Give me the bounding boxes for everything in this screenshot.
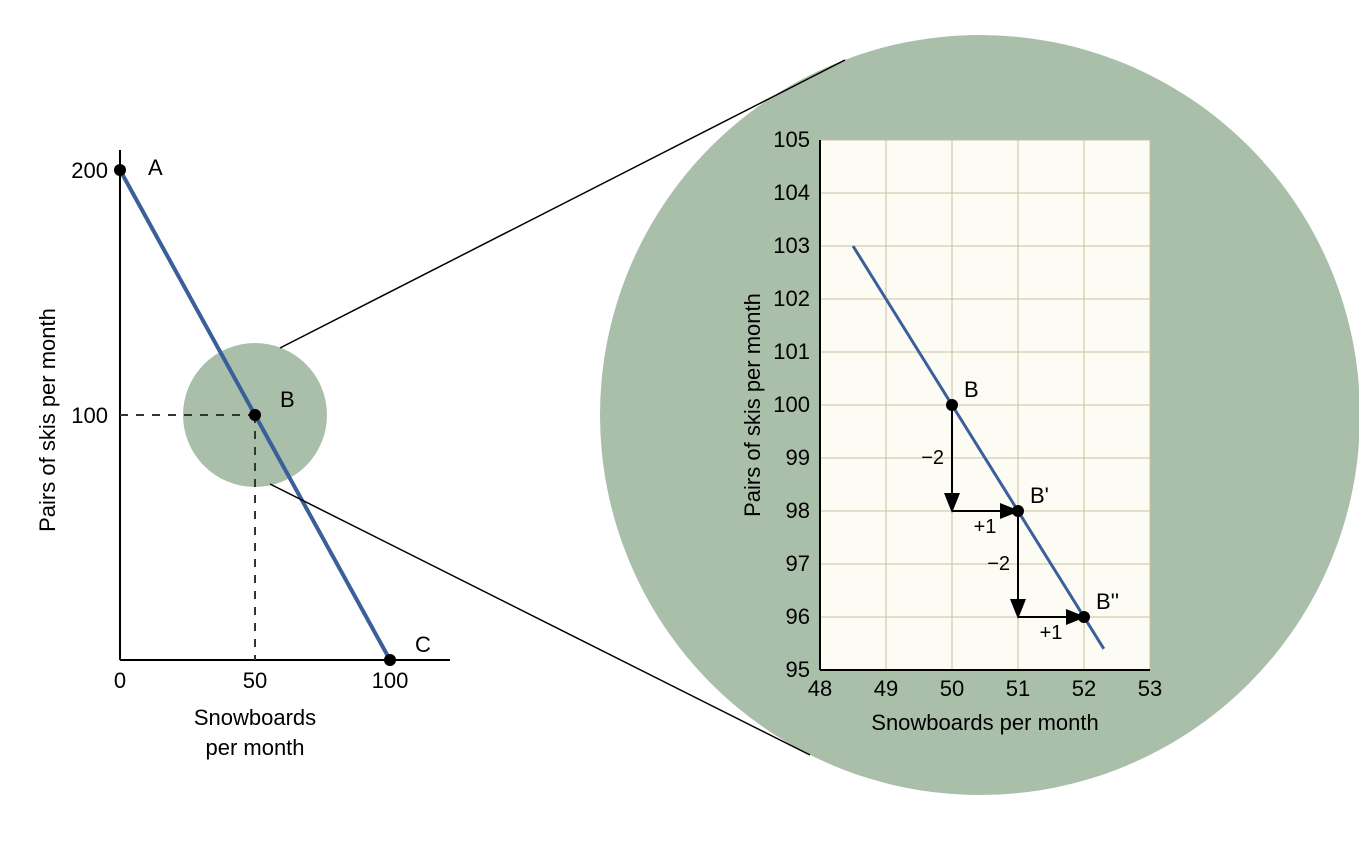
right-ytick-101: 101 — [773, 339, 810, 364]
left-ytick-100: 100 — [71, 403, 108, 428]
right-ytick-103: 103 — [773, 233, 810, 258]
left-xtick-100: 100 — [372, 668, 409, 693]
step-dx-label-0: +1 — [974, 516, 997, 538]
step-dx-label-1: +1 — [1040, 622, 1063, 644]
left-y-axis-label: Pairs of skis per month — [35, 308, 60, 532]
left-x-axis-label-line1: Snowboards — [194, 705, 316, 730]
left-point-B — [249, 409, 261, 421]
step-dy-label-0: −2 — [921, 447, 944, 469]
left-point-C — [384, 654, 396, 666]
right-point-label: B' — [1030, 483, 1049, 508]
right-ytick-96: 96 — [786, 604, 810, 629]
right-ytick-105: 105 — [773, 127, 810, 152]
right-point — [946, 399, 958, 411]
right-ytick-102: 102 — [773, 286, 810, 311]
left-point-A — [114, 164, 126, 176]
right-xtick-53: 53 — [1138, 676, 1162, 701]
right-point-label: B — [964, 377, 979, 402]
left-xtick-50: 50 — [243, 668, 267, 693]
left-x-axis-label-line2: per month — [205, 735, 304, 760]
right-y-axis-label: Pairs of skis per month — [740, 293, 765, 517]
right-ytick-98: 98 — [786, 498, 810, 523]
right-xtick-50: 50 — [940, 676, 964, 701]
right-ytick-104: 104 — [773, 180, 810, 205]
left-xtick-0: 0 — [114, 668, 126, 693]
left-ytick-200: 200 — [71, 158, 108, 183]
left-chart: A B C 100 200 0 50 100 Pairs of skis per month… — [35, 150, 450, 760]
right-ytick-99: 99 — [786, 445, 810, 470]
right-xtick-52: 52 — [1072, 676, 1096, 701]
right-point-label: B'' — [1096, 589, 1119, 614]
right-xtick-49: 49 — [874, 676, 898, 701]
right-ytick-100: 100 — [773, 392, 810, 417]
right-point — [1012, 505, 1024, 517]
right-ytick-95: 95 — [786, 657, 810, 682]
left-point-label-C: C — [415, 632, 431, 657]
right-x-axis-label: Snowboards per month — [871, 710, 1098, 735]
right-ytick-97: 97 — [786, 551, 810, 576]
right-xtick-51: 51 — [1006, 676, 1030, 701]
left-point-label-B: B — [280, 387, 295, 412]
right-point — [1078, 611, 1090, 623]
left-point-label-A: A — [148, 155, 163, 180]
right-xtick-48: 48 — [808, 676, 832, 701]
ppf-diagram: A B C 100 200 0 50 100 Pairs of skis per month… — [20, 20, 1359, 835]
step-dy-label-1: −2 — [987, 553, 1010, 575]
